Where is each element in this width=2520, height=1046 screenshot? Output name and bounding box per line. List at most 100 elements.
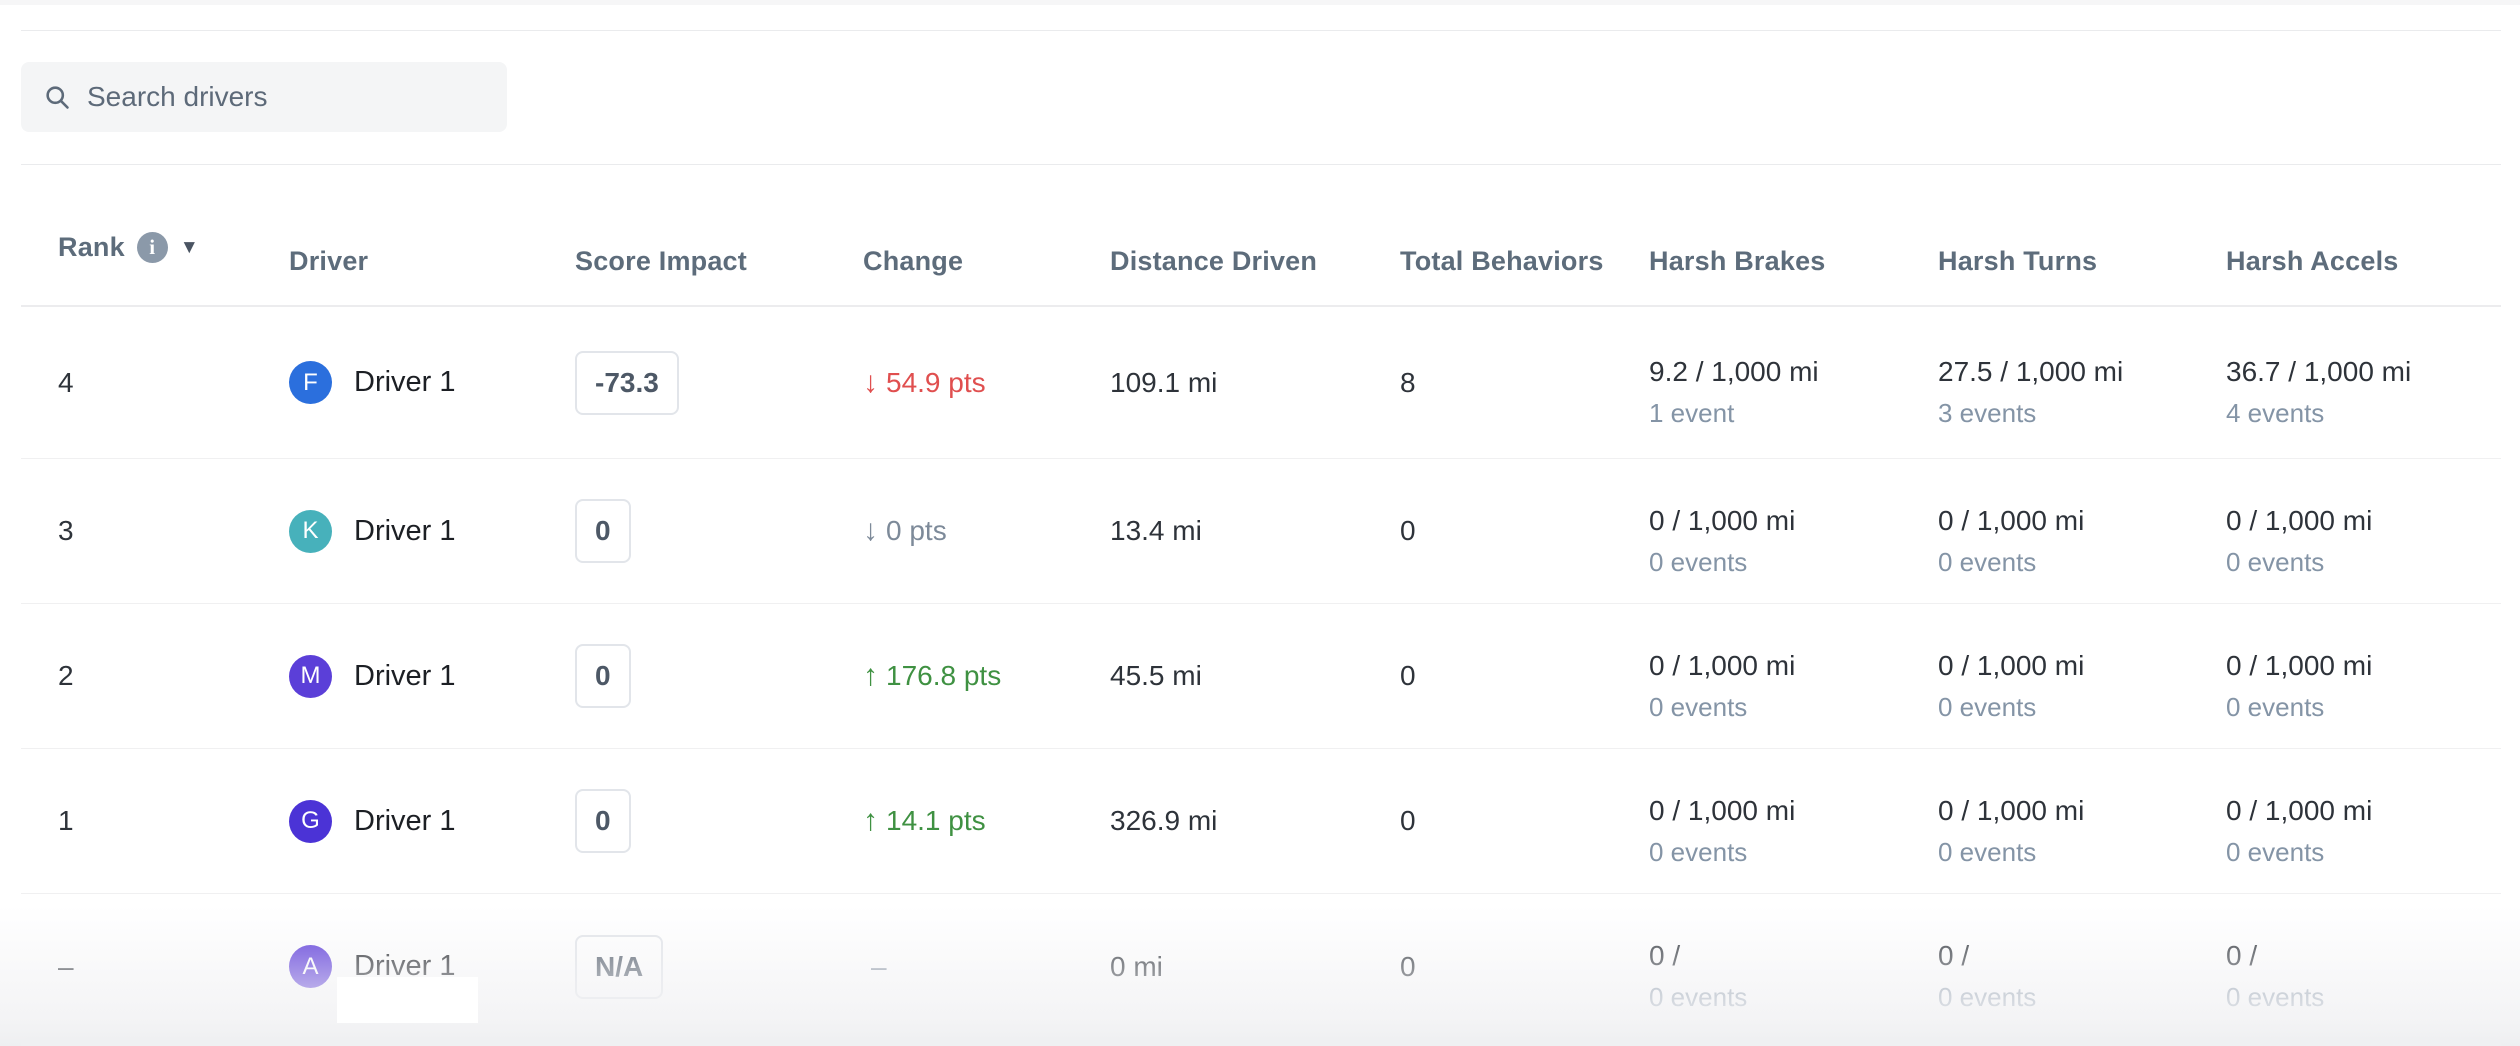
- driver-avatar: A: [289, 945, 332, 988]
- harsh-accels-events: 0 events: [2226, 982, 2325, 1012]
- column-header-change[interactable]: Change: [863, 246, 964, 276]
- column-header-harsh-accels[interactable]: Harsh Accels: [2226, 246, 2399, 276]
- total-behaviors-value: 0: [1400, 515, 1416, 546]
- column-header-harsh-brakes[interactable]: Harsh Brakes: [1649, 246, 1826, 276]
- column-header-total-behaviors[interactable]: Total Behaviors: [1400, 246, 1604, 276]
- score-impact-cell: 0: [575, 644, 863, 708]
- harsh-accels-cell: 0 / 1,000 mi 0 events: [2226, 505, 2501, 578]
- rank-info-icon[interactable]: i: [136, 232, 168, 263]
- change-value: 0 pts: [886, 515, 947, 546]
- harsh-turns-events: 0 events: [1938, 836, 2037, 867]
- total-behaviors-value: 0: [1400, 950, 1416, 982]
- harsh-brakes-events: 0 events: [1649, 691, 1748, 722]
- harsh-brakes-cell: 0 / 1,000 mi 0 events: [1649, 795, 1938, 868]
- change-cell: ↓ 54.9 pts: [863, 366, 1110, 400]
- harsh-brakes-events: 0 events: [1649, 836, 1748, 867]
- search-box[interactable]: [21, 62, 507, 132]
- harsh-brakes-rate: 0 / 1,000 mi: [1649, 504, 1796, 536]
- harsh-turns-cell: 0 / 1,000 mi 0 events: [1938, 505, 2226, 578]
- harsh-accels-events: 4 events: [2226, 398, 2325, 428]
- harsh-turns-rate: 0 / 1,000 mi: [1938, 504, 2085, 536]
- bottom-edge-bar: [21, 1037, 2501, 1046]
- search-input[interactable]: [87, 81, 485, 113]
- harsh-turns-cell: 0 / 1,000 mi 0 events: [1938, 650, 2226, 723]
- change-value: 14.1 pts: [886, 805, 986, 836]
- total-behaviors-value: 8: [1400, 366, 1416, 398]
- harsh-accels-events: 0 events: [2226, 691, 2325, 722]
- driver-cell[interactable]: F Driver 1: [289, 361, 575, 404]
- search-section-divider: [21, 164, 2501, 165]
- table-header-row: Rank i ▼ Driver Score Impact Change Dist…: [21, 165, 2501, 307]
- distance-driven-value: 326.9 mi: [1110, 805, 1218, 836]
- change-arrow-icon: ↑: [863, 804, 878, 837]
- harsh-turns-cell: 27.5 / 1,000 mi 3 events: [1938, 356, 2226, 429]
- harsh-accels-cell: 0 / 1,000 mi 0 events: [2226, 650, 2501, 723]
- change-value: 54.9 pts: [886, 366, 986, 398]
- harsh-turns-rate: 0 / 1,000 mi: [1938, 794, 2085, 826]
- driver-cell[interactable]: K Driver 1: [289, 509, 575, 553]
- rank-value: 2: [58, 660, 74, 691]
- driver-avatar: G: [289, 799, 332, 843]
- driver-name: Driver 1: [354, 804, 456, 837]
- rank-value: 3: [58, 515, 74, 546]
- total-behaviors-value: 0: [1400, 660, 1416, 691]
- score-impact-cell: N/A: [575, 934, 863, 999]
- harsh-turns-cell: 0 / 1,000 mi 0 events: [1938, 795, 2226, 868]
- table-row[interactable]: 4 F Driver 1 -73.3 ↓ 54.9 pts 109.1 mi 8…: [21, 307, 2501, 459]
- harsh-accels-cell: 0 / 1,000 mi 0 events: [2226, 795, 2501, 868]
- driver-cell[interactable]: M Driver 1: [289, 654, 575, 698]
- driver-name: Driver 1: [354, 514, 456, 547]
- score-impact-badge: N/A: [575, 934, 664, 999]
- score-impact-cell: 0: [575, 499, 863, 563]
- rank-value: 1: [58, 805, 74, 836]
- harsh-brakes-cell: 9.2 / 1,000 mi 1 event: [1649, 356, 1938, 429]
- driver-avatar: M: [289, 654, 332, 698]
- harsh-brakes-cell: 0 / 1,000 mi 0 events: [1649, 505, 1938, 578]
- harsh-brakes-rate: 0 / 1,000 mi: [1649, 794, 1796, 826]
- harsh-accels-events: 0 events: [2226, 546, 2325, 577]
- change-cell: ↑ 176.8 pts: [863, 659, 1110, 693]
- harsh-accels-rate: 0 / 1,000 mi: [2226, 649, 2373, 681]
- sort-desc-icon[interactable]: ▼: [179, 236, 199, 258]
- score-impact-badge: -73.3: [575, 350, 679, 415]
- distance-driven-value: 45.5 mi: [1110, 660, 1202, 691]
- harsh-turns-rate: 0 /: [1938, 940, 1970, 971]
- distance-driven-value: 13.4 mi: [1110, 515, 1202, 546]
- score-impact-badge: 0: [575, 499, 631, 563]
- score-impact-badge: 0: [575, 644, 631, 708]
- column-header-rank[interactable]: Rank i ▼: [58, 232, 289, 291]
- harsh-brakes-rate: 0 /: [1649, 940, 1681, 971]
- harsh-accels-rate: 0 / 1,000 mi: [2226, 794, 2373, 826]
- harsh-accels-rate: 36.7 / 1,000 mi: [2226, 356, 2412, 387]
- column-header-distance-driven[interactable]: Distance Driven: [1110, 246, 1318, 276]
- harsh-turns-events: 0 events: [1938, 982, 2037, 1012]
- driver-avatar: F: [289, 361, 332, 404]
- row-highlight-patch: [337, 977, 478, 1023]
- top-edge-strip: [0, 0, 2520, 5]
- harsh-turns-events: 0 events: [1938, 546, 2037, 577]
- drivers-table: Rank i ▼ Driver Score Impact Change Dist…: [21, 165, 2501, 1039]
- harsh-turns-rate: 0 / 1,000 mi: [1938, 649, 2085, 681]
- total-behaviors-value: 0: [1400, 805, 1416, 836]
- top-divider: [21, 30, 2501, 31]
- column-header-driver[interactable]: Driver: [289, 246, 369, 276]
- harsh-brakes-cell: 0 / 1,000 mi 0 events: [1649, 650, 1938, 723]
- rank-value: –: [58, 950, 74, 982]
- table-row[interactable]: 2 M Driver 1 0 ↑ 176.8 pts 45.5 mi 0 0 /…: [21, 604, 2501, 749]
- change-cell: ↑ 14.1 pts: [863, 804, 1110, 838]
- distance-driven-value: 0 mi: [1110, 950, 1163, 982]
- column-header-score-impact[interactable]: Score Impact: [575, 246, 747, 276]
- harsh-turns-events: 3 events: [1938, 398, 2037, 428]
- change-cell: ↓ 0 pts: [863, 514, 1110, 548]
- score-impact-cell: -73.3: [575, 350, 863, 415]
- column-header-harsh-turns[interactable]: Harsh Turns: [1938, 246, 2098, 276]
- harsh-brakes-events: 1 event: [1649, 398, 1735, 428]
- distance-driven-value: 109.1 mi: [1110, 366, 1218, 398]
- harsh-turns-cell: 0 / 0 events: [1938, 940, 2226, 1013]
- driver-avatar: K: [289, 509, 332, 553]
- table-row[interactable]: 3 K Driver 1 0 ↓ 0 pts 13.4 mi 0 0 / 1,0…: [21, 459, 2501, 604]
- harsh-brakes-rate: 9.2 / 1,000 mi: [1649, 356, 1819, 387]
- driver-cell[interactable]: G Driver 1: [289, 799, 575, 843]
- change-arrow-icon: ↑: [863, 659, 878, 692]
- table-row[interactable]: 1 G Driver 1 0 ↑ 14.1 pts 326.9 mi 0 0 /…: [21, 749, 2501, 894]
